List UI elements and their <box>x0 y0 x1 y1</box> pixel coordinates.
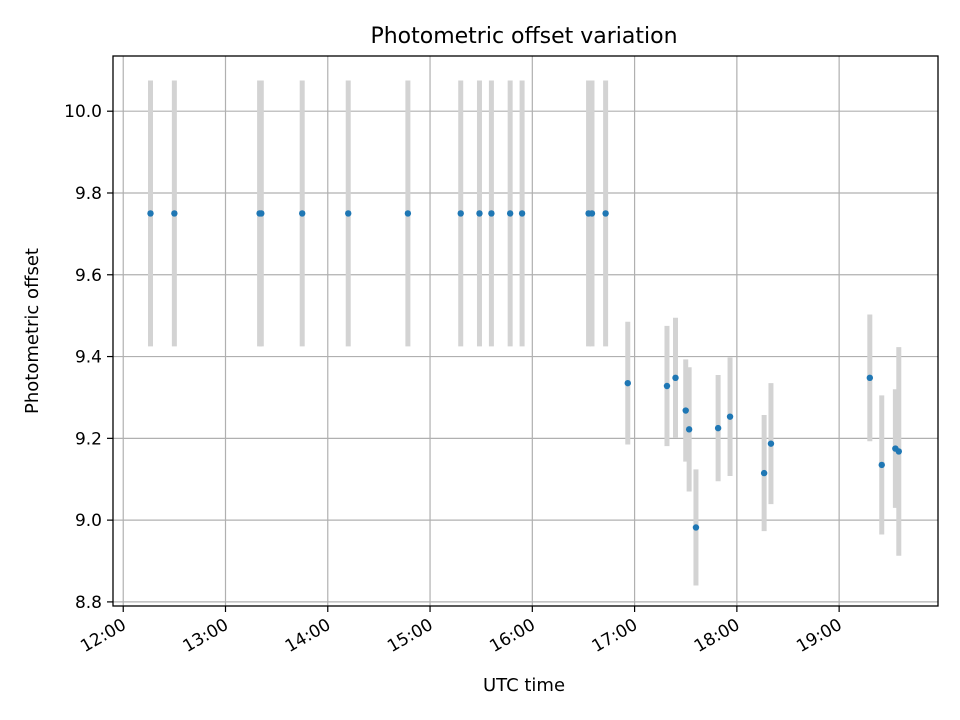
y-tick-label: 9.6 <box>75 266 102 286</box>
data-point <box>760 469 768 477</box>
y-tick-label: 10.0 <box>64 102 102 122</box>
data-point <box>663 382 671 390</box>
x-axis-label: UTC time <box>483 675 565 696</box>
data-point <box>457 210 464 217</box>
data-point <box>488 210 495 217</box>
y-axis-ticks: 8.8 9.0 9.2 9.4 9.6 9.8 10.0 <box>64 102 113 613</box>
data-point <box>726 413 734 420</box>
data-point <box>624 379 631 387</box>
y-tick-label: 9.0 <box>75 511 102 531</box>
chart-title: Photometric offset variation <box>370 24 677 49</box>
y-tick-label: 9.8 <box>75 184 102 204</box>
y-grid <box>113 110 938 603</box>
data-point <box>258 210 265 217</box>
data-point <box>602 210 609 217</box>
data-point <box>878 461 885 469</box>
data-point <box>682 407 689 414</box>
data-point <box>404 210 412 217</box>
data-point <box>506 210 514 217</box>
plot-frame <box>112 55 939 607</box>
data-point <box>171 210 178 217</box>
data-point <box>767 440 775 447</box>
data-point <box>518 210 526 217</box>
data-point <box>299 210 306 217</box>
y-tick-label: 8.8 <box>75 593 102 613</box>
y-tick-label: 9.2 <box>75 429 102 449</box>
x-grid <box>122 56 840 606</box>
data-point <box>588 210 596 217</box>
plot-area <box>113 56 938 606</box>
data-point <box>866 374 874 382</box>
data-point <box>685 426 693 433</box>
data-point <box>476 210 483 217</box>
data-point <box>692 524 700 531</box>
data-point <box>345 210 352 217</box>
data-point <box>895 448 902 455</box>
data-point <box>147 210 154 217</box>
data-point <box>672 374 679 382</box>
data-point <box>714 424 722 432</box>
y-tick-label: 9.4 <box>75 348 102 368</box>
data-points <box>147 210 902 531</box>
y-axis-label: Photometric offset <box>22 248 43 414</box>
